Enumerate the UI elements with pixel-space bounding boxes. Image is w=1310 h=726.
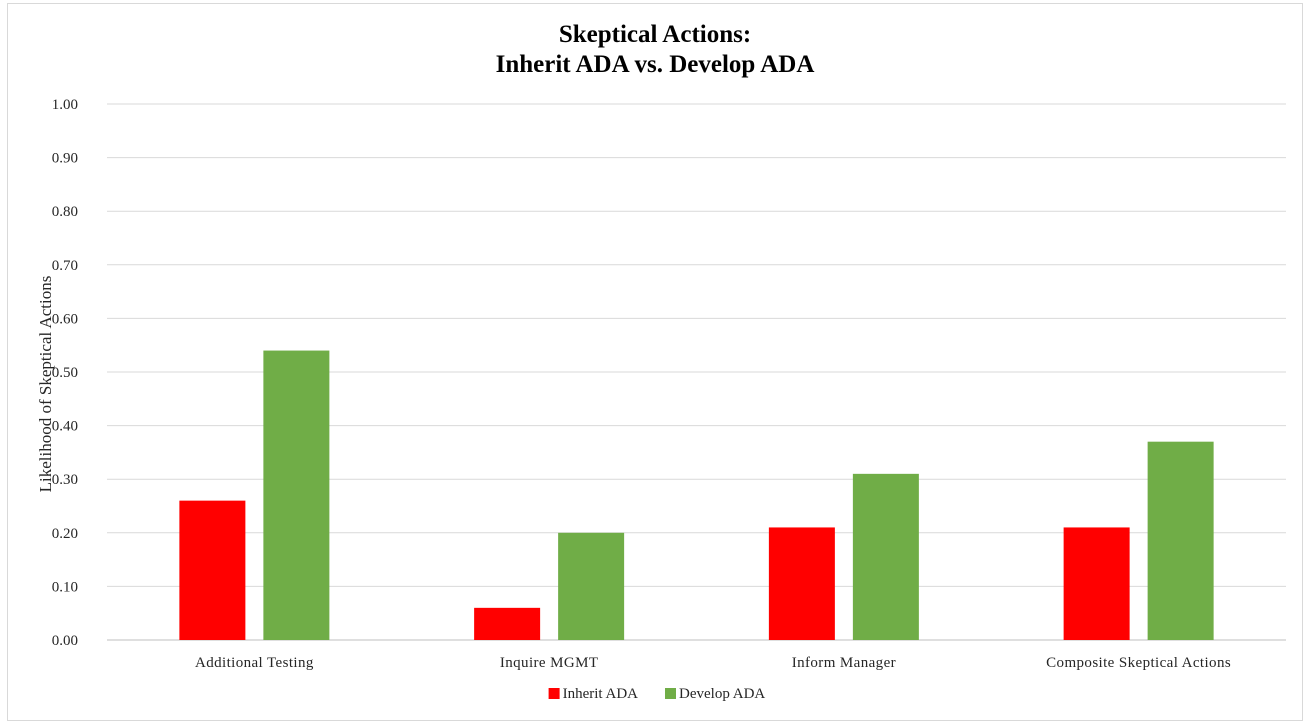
x-tick-label: Inform Manager xyxy=(792,655,896,671)
legend-swatch xyxy=(665,688,676,699)
x-tick-label: Additional Testing xyxy=(195,655,314,671)
y-tick-label: 0.80 xyxy=(52,204,78,220)
bar-inherit-ada xyxy=(768,527,835,640)
chart-title: Skeptical Actions: Inherit ADA vs. Devel… xyxy=(0,20,1310,80)
legend-swatch xyxy=(548,688,560,699)
bar-inherit-ada xyxy=(474,607,541,640)
bar-develop-ada xyxy=(263,350,330,640)
y-tick-label: 1.00 xyxy=(52,97,78,113)
y-tick-label: 0.20 xyxy=(52,526,78,542)
y-tick-label: 0.70 xyxy=(52,258,78,274)
x-tick-label: Inquire MGMT xyxy=(500,655,599,671)
bar-develop-ada xyxy=(558,532,625,640)
y-tick-label: 0.40 xyxy=(52,419,78,435)
bar-inherit-ada xyxy=(1063,527,1130,640)
x-tick-label: Composite Skeptical Actions xyxy=(1046,655,1231,671)
bar-develop-ada xyxy=(852,473,919,640)
legend-label: Inherit ADA xyxy=(563,686,639,702)
y-tick-label: 0.00 xyxy=(52,633,78,649)
y-tick-label: 0.60 xyxy=(52,311,78,327)
y-tick-label: 0.90 xyxy=(52,151,78,167)
chart-title-line-1: Skeptical Actions: xyxy=(558,21,752,48)
y-tick-label: 0.10 xyxy=(52,579,78,595)
bar-develop-ada xyxy=(1147,441,1214,640)
chart-title-line-2: Inherit ADA vs. Develop ADA xyxy=(495,51,815,78)
legend-label: Develop ADA xyxy=(679,686,765,702)
y-tick-label: 0.50 xyxy=(52,365,78,381)
y-axis-title: Likelihood of Skeptical Actions xyxy=(36,276,55,493)
y-tick-label: 0.30 xyxy=(52,472,78,488)
bar-inherit-ada xyxy=(179,500,246,640)
